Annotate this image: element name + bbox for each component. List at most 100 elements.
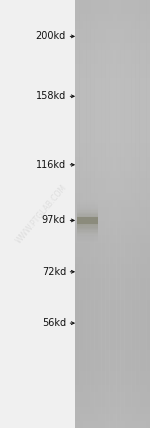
Bar — [76, 213, 98, 217]
Bar — [75, 57, 150, 65]
Bar — [75, 321, 150, 329]
Bar — [75, 407, 150, 415]
Bar — [131, 0, 136, 428]
Bar — [98, 0, 102, 428]
Bar — [75, 178, 150, 186]
Bar — [146, 0, 150, 428]
Bar — [75, 185, 150, 193]
Bar — [75, 357, 150, 365]
Bar — [76, 217, 98, 221]
Bar — [76, 228, 98, 232]
Bar — [75, 0, 150, 428]
Text: 116kd: 116kd — [36, 160, 66, 170]
Bar — [76, 225, 98, 229]
Text: WWW.PTGLAB.COM: WWW.PTGLAB.COM — [15, 183, 69, 245]
Bar — [76, 221, 98, 225]
Bar — [75, 243, 150, 250]
Bar — [75, 378, 150, 386]
Bar — [112, 0, 117, 428]
Bar — [76, 204, 98, 208]
Bar — [75, 257, 150, 265]
Bar — [75, 93, 150, 101]
Bar — [76, 237, 98, 241]
Bar — [75, 328, 150, 336]
Bar — [75, 285, 150, 293]
Bar — [75, 421, 150, 428]
Bar — [76, 223, 98, 226]
Bar — [75, 164, 150, 172]
Bar — [75, 0, 80, 428]
Bar — [75, 214, 150, 222]
Bar — [75, 342, 150, 351]
Text: 97kd: 97kd — [42, 215, 66, 226]
Bar — [76, 216, 98, 220]
Bar — [75, 14, 150, 22]
Bar — [75, 292, 150, 300]
Bar — [75, 371, 150, 379]
Bar — [75, 86, 150, 94]
Bar — [75, 385, 150, 393]
Bar — [76, 238, 98, 242]
Text: 72kd: 72kd — [42, 267, 66, 277]
Bar — [75, 43, 150, 51]
Bar — [75, 392, 150, 400]
Bar — [105, 0, 110, 428]
Text: 200kd: 200kd — [36, 31, 66, 42]
Bar — [75, 121, 150, 129]
Bar — [75, 21, 150, 30]
Bar — [75, 314, 150, 322]
Bar — [75, 171, 150, 179]
Bar — [75, 307, 150, 315]
Bar — [76, 211, 98, 214]
Bar — [76, 240, 98, 244]
Bar — [75, 150, 150, 158]
Bar — [94, 0, 98, 428]
Bar — [76, 229, 98, 233]
Bar — [128, 0, 132, 428]
Bar — [75, 7, 150, 15]
Bar — [120, 0, 124, 428]
Bar — [75, 29, 150, 36]
Bar — [75, 271, 150, 279]
Bar — [75, 157, 150, 165]
Bar — [76, 214, 98, 218]
Bar — [76, 230, 98, 234]
Bar — [76, 202, 98, 206]
Bar — [76, 208, 98, 212]
Bar — [76, 209, 98, 213]
Bar — [142, 0, 147, 428]
Bar — [79, 0, 83, 428]
Bar — [75, 300, 150, 308]
Bar — [116, 0, 121, 428]
Bar — [75, 71, 150, 79]
Bar — [76, 220, 98, 223]
Bar — [75, 193, 150, 201]
Bar — [75, 78, 150, 86]
Bar — [76, 235, 98, 238]
Bar — [76, 201, 98, 205]
Bar — [75, 414, 150, 422]
Bar — [75, 250, 150, 258]
Bar — [75, 264, 150, 272]
Bar — [75, 64, 150, 72]
Bar — [139, 0, 143, 428]
Text: 158kd: 158kd — [36, 91, 66, 101]
Bar — [75, 143, 150, 151]
Bar — [76, 217, 98, 224]
Bar — [109, 0, 113, 428]
Bar — [75, 278, 150, 286]
Bar — [75, 114, 150, 122]
Bar — [75, 364, 150, 372]
Bar — [76, 205, 98, 209]
Bar — [76, 218, 98, 222]
Bar — [82, 0, 87, 428]
Bar — [75, 350, 150, 357]
Bar — [75, 100, 150, 108]
Bar — [75, 235, 150, 244]
Bar — [75, 36, 150, 44]
Bar — [75, 335, 150, 343]
Bar — [124, 0, 128, 428]
Bar — [75, 0, 150, 8]
Bar — [76, 206, 98, 210]
Bar — [86, 0, 91, 428]
